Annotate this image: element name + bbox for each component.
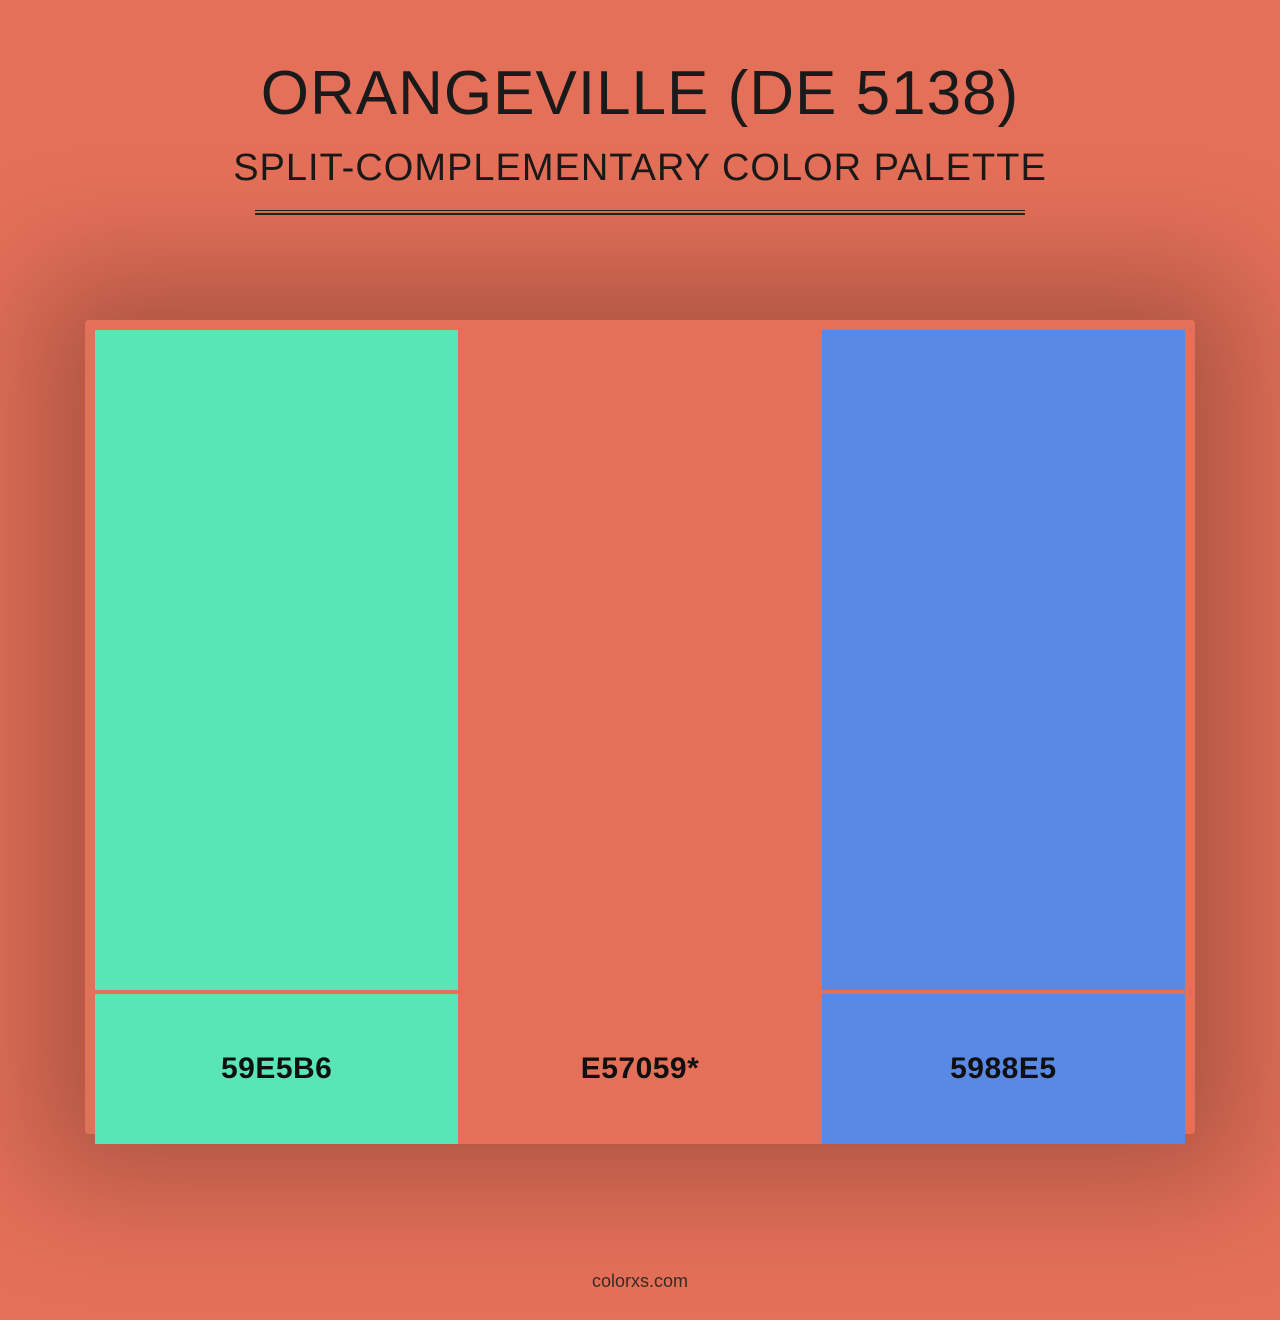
divider-line — [255, 210, 1025, 215]
swatch-main — [458, 330, 821, 990]
swatch-label: 59E5B6 — [95, 994, 458, 1144]
swatch-label-text: E57059* — [581, 1052, 700, 1086]
content-container: ORANGEVILLE (DE 5138) SPLIT-COMPLEMENTAR… — [0, 0, 1280, 1320]
swatch-main — [822, 330, 1185, 990]
swatch-label-text: 5988E5 — [950, 1052, 1056, 1086]
swatch-main — [95, 330, 458, 990]
swatch-label-text: 59E5B6 — [221, 1052, 332, 1086]
swatch-column: E57059* — [458, 330, 821, 1144]
palette-title: ORANGEVILLE (DE 5138) — [261, 58, 1019, 129]
footer-credit: colorxs.com — [0, 1271, 1280, 1292]
swatch-label: E57059* — [458, 994, 821, 1144]
palette-subtitle: SPLIT-COMPLEMENTARY COLOR PALETTE — [233, 147, 1047, 190]
swatch-column: 59E5B6 — [95, 330, 458, 1144]
color-palette: 59E5B6 E57059* 5988E5 — [95, 330, 1185, 1144]
palette-wrap: 59E5B6 E57059* 5988E5 — [95, 330, 1185, 1144]
swatch-column: 5988E5 — [822, 330, 1185, 1144]
swatch-label: 5988E5 — [822, 994, 1185, 1144]
